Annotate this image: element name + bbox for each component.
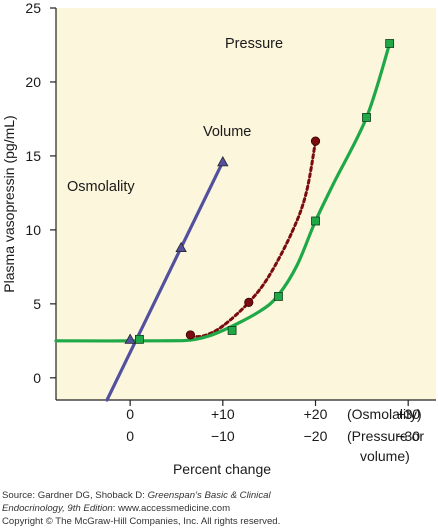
x-tick-label-pressure: −10 [211, 428, 235, 444]
x-tick-label-pressure: 0 [126, 428, 134, 444]
x-row-label-pressure: (Pressure or [347, 428, 424, 444]
x-axis-label: Percent change [173, 461, 271, 477]
volume-point [310, 136, 321, 146]
source-prefix: Source: Gardner DG, Shoback D: [2, 490, 148, 501]
x-tick-label-osmolality: +20 [304, 406, 328, 422]
x-axis: 0 0 +10 −10 +20 −20 +30 −30 [56, 399, 436, 444]
y-tick-label: 25 [25, 0, 41, 16]
pressure-point [227, 326, 237, 335]
volume-series-label: Volume [203, 124, 251, 140]
source-line-2: Endocrinology, 9th Edition: www.accessme… [2, 502, 438, 515]
x-tick-label-pressure: −20 [304, 428, 328, 444]
volume-point [185, 330, 195, 340]
source-title: Greenspan’s Basic & Clinical [147, 490, 271, 501]
osmolality-series-line [105, 160, 225, 402]
copyright-line: Copyright © The McGraw-Hill Companies, I… [2, 516, 281, 527]
pressure-point [274, 292, 283, 301]
series-labels: Osmolality Volume Pressure [67, 36, 283, 195]
y-axis-label: Plasma vasopressin (pg/mL) [1, 115, 17, 292]
osmolality-point [175, 241, 187, 253]
y-axis: 0 5 10 15 20 25 [25, 0, 57, 400]
x-tick-label-osmolality: +10 [211, 406, 235, 422]
x-row-label-volume: volume) [360, 448, 410, 464]
y-tick-label: 5 [33, 296, 41, 312]
plot-background [56, 8, 436, 400]
osmolality-point [217, 156, 229, 167]
y-tick-label: 15 [25, 148, 41, 164]
pressure-series-label: Pressure [225, 36, 283, 52]
edition-title: Endocrinology, 9th Edition [2, 503, 113, 514]
series-markers [124, 39, 395, 344]
pressure-point [385, 39, 395, 48]
pressure-point [135, 334, 144, 344]
x-row-label-osmolality: (Osmolality) [347, 406, 422, 422]
edition-url: : www.accessmedicine.com [112, 503, 231, 514]
osmolality-point [124, 333, 136, 344]
figure-credits: Source: Gardner DG, Shoback D: Greenspan… [2, 489, 438, 528]
osmolality-series-label: Osmolality [67, 179, 135, 195]
x-tick-label-pressure: −30 [396, 428, 420, 444]
y-tick-label: 10 [25, 222, 41, 238]
vasopressin-chart: 0 5 10 15 20 25 0 0 +10 −10 +20 −20 +30 −30 Osmolali… [1, 0, 436, 477]
x-tick-label-osmolality: 0 [126, 406, 134, 422]
volume-point [244, 297, 254, 307]
source-line: Source: Gardner DG, Shoback D: Greenspan… [2, 489, 438, 502]
y-tick-label: 0 [33, 370, 41, 386]
pressure-point [311, 216, 320, 226]
x-tick-label-osmolality: +30 [396, 406, 420, 422]
y-tick-label: 20 [25, 74, 41, 90]
pressure-point [362, 113, 371, 122]
